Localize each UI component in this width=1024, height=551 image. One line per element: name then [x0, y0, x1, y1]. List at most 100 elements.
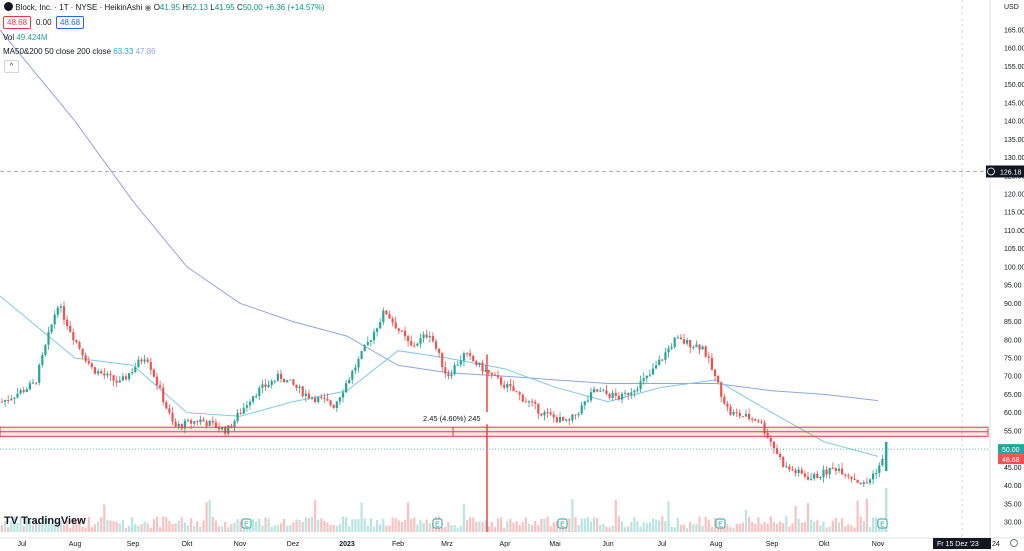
volume-bar: [881, 528, 884, 532]
candle-body: [221, 427, 224, 430]
candle-body: [146, 359, 149, 362]
volume-bar: [196, 521, 199, 532]
volume-bar: [580, 518, 583, 532]
volume-bar: [292, 522, 295, 532]
volume-bar: [726, 524, 729, 532]
volume-bar: [149, 527, 152, 532]
earnings-marker: E: [241, 518, 252, 529]
candle-body: [599, 390, 602, 392]
volume-bar: [676, 518, 679, 532]
collapse-chevron-icon[interactable]: ^: [4, 60, 19, 73]
candle-body: [372, 331, 376, 341]
candle-body: [379, 322, 382, 329]
volume-bar: [357, 519, 360, 532]
symbol-title: Block, Inc. · 1T · NYSE · HeikinAshi: [15, 3, 143, 12]
price-axis[interactable]: USD 165.00 160.00 155.00 150.00 145.00 140.00 1…: [986, 4, 1024, 527]
candle-body: [720, 382, 723, 397]
volume-bar: [822, 521, 825, 532]
candle-body: [565, 419, 568, 421]
candle-body: [363, 345, 366, 352]
candle-body: [286, 380, 289, 383]
volume-bar: [335, 525, 338, 532]
sell-price-button[interactable]: 48.68: [3, 16, 32, 29]
price-tick: 30.00: [1004, 520, 1022, 527]
candle-body: [462, 353, 465, 361]
volume-bar: [236, 519, 239, 532]
earnings-icon-box: [557, 518, 568, 529]
candle-body: [162, 387, 165, 403]
crosshair-date: Fr 15 Dez '23: [937, 541, 979, 548]
volume-bar: [66, 520, 69, 532]
price-tick: 60.00: [1004, 410, 1022, 417]
candle-body: [56, 307, 59, 315]
volume-bar: [190, 518, 193, 532]
price-tick: 65.00: [1004, 392, 1022, 399]
candle-body: [704, 346, 707, 357]
ma50-value: 63.33: [113, 47, 134, 56]
month-label: Apr: [500, 541, 512, 548]
volume-bar: [512, 522, 515, 532]
price-tick: 85.00: [1004, 319, 1022, 326]
candle-body: [701, 346, 704, 350]
volume-bar: [410, 518, 413, 532]
candle-body: [128, 373, 131, 380]
candle-body: [41, 355, 44, 365]
candle-body: [865, 482, 868, 484]
c-value: 50.00: [242, 3, 263, 12]
volume-bar: [490, 522, 493, 532]
volume-bar: [537, 525, 540, 532]
candle-body: [465, 353, 469, 355]
volume-bar: [363, 518, 366, 532]
price-tick: 115.00: [1004, 210, 1024, 217]
volume-bar: [221, 526, 224, 532]
volume-bar: [379, 524, 382, 532]
candle-body: [90, 363, 93, 368]
candle-body: [872, 473, 875, 480]
candle-body: [611, 392, 614, 398]
price-tick: 100.00: [1004, 264, 1024, 271]
volume-bar: [856, 500, 859, 532]
candle-body: [155, 376, 159, 386]
volume-bar: [168, 521, 171, 532]
volume-bar: [106, 519, 109, 532]
candle-body: [28, 383, 31, 390]
candle-body: [255, 396, 258, 398]
candle-body: [450, 374, 453, 377]
candle-body: [97, 371, 100, 374]
volume-bar: [202, 520, 205, 532]
volume-bar: [444, 526, 447, 532]
candle-body: [707, 356, 710, 358]
volume-value: 49.424M: [16, 33, 48, 42]
candle-body: [456, 364, 459, 366]
volume-bar: [571, 499, 574, 532]
candle-body: [227, 425, 230, 434]
volume-bar: [673, 527, 676, 532]
volume-bar: [416, 524, 419, 532]
candle-body: [19, 390, 22, 394]
time-axis[interactable]: Jul Aug Sep Okt Nov Dez 2023 Feb Mrz Apr Mai Jun Jul…: [18, 538, 1018, 549]
price-tick: 130.00: [1004, 155, 1024, 162]
candle-body: [810, 478, 813, 480]
price-tick: 110.00: [1004, 228, 1024, 235]
price-zone[interactable]: 2.45 (4.60%) 245: [0, 412, 989, 437]
volume-bar: [549, 526, 552, 532]
volume-bar: [614, 500, 617, 532]
volume-bar: [487, 526, 490, 532]
candle-body: [819, 477, 822, 478]
month-label: Aug: [710, 541, 723, 548]
candle-body: [78, 342, 81, 349]
eye-icon[interactable]: ◉: [144, 3, 152, 12]
volume-bar: [307, 518, 310, 532]
volume-bar: [509, 518, 512, 532]
volume-bar: [837, 522, 841, 532]
volume-bar: [62, 524, 66, 532]
volume-bar: [131, 517, 134, 532]
candle-body: [93, 367, 97, 374]
volume-bar: [493, 526, 496, 532]
volume-bar: [568, 518, 571, 532]
buy-price-button[interactable]: 48.68: [56, 16, 85, 29]
candle-body: [199, 419, 202, 423]
volume-bar: [816, 520, 819, 532]
candle-body: [543, 412, 546, 416]
